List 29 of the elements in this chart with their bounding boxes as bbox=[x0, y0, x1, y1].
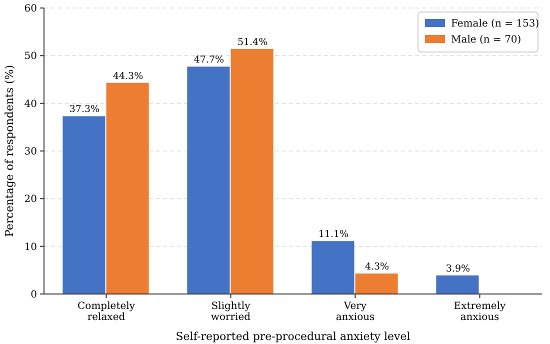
data-label: 37.3% bbox=[69, 104, 100, 116]
data-label: 47.7% bbox=[194, 54, 224, 66]
bar bbox=[106, 82, 149, 294]
bar bbox=[62, 116, 106, 294]
data-label: 4.3% bbox=[364, 262, 390, 273]
y-tick-label: 30 bbox=[24, 146, 37, 158]
bar bbox=[230, 48, 274, 294]
y-tick-label: 10 bbox=[24, 242, 37, 253]
x-tick-label: Extremely anxious bbox=[454, 301, 506, 323]
y-axis-title: Percentage of respondents (%) bbox=[3, 64, 16, 238]
bar bbox=[187, 66, 230, 294]
legend-label: Male (n = 70) bbox=[451, 34, 522, 46]
x-axis-title: Self-reported pre-procedural anxiety level bbox=[176, 330, 411, 343]
data-label: 11.1% bbox=[318, 229, 349, 240]
x-tick-label: Slightly worried bbox=[210, 301, 252, 323]
legend-label: Female (n = 153) bbox=[451, 18, 540, 30]
x-tick-label: Completely relaxed bbox=[78, 301, 136, 323]
data-label: 3.9% bbox=[446, 263, 470, 274]
data-label: 44.3% bbox=[112, 70, 144, 82]
y-tick-label: 60 bbox=[24, 4, 37, 14]
bar bbox=[312, 241, 354, 294]
x-tick-label: Very anxious bbox=[336, 301, 375, 323]
y-tick-label: 0 bbox=[30, 290, 37, 300]
y-tick-label: 40 bbox=[24, 98, 37, 110]
y-tick-label: 20 bbox=[24, 194, 37, 206]
bar bbox=[355, 274, 398, 294]
data-label: 51.4% bbox=[237, 36, 268, 48]
y-tick-label: 50 bbox=[24, 51, 37, 62]
bar bbox=[436, 275, 479, 294]
